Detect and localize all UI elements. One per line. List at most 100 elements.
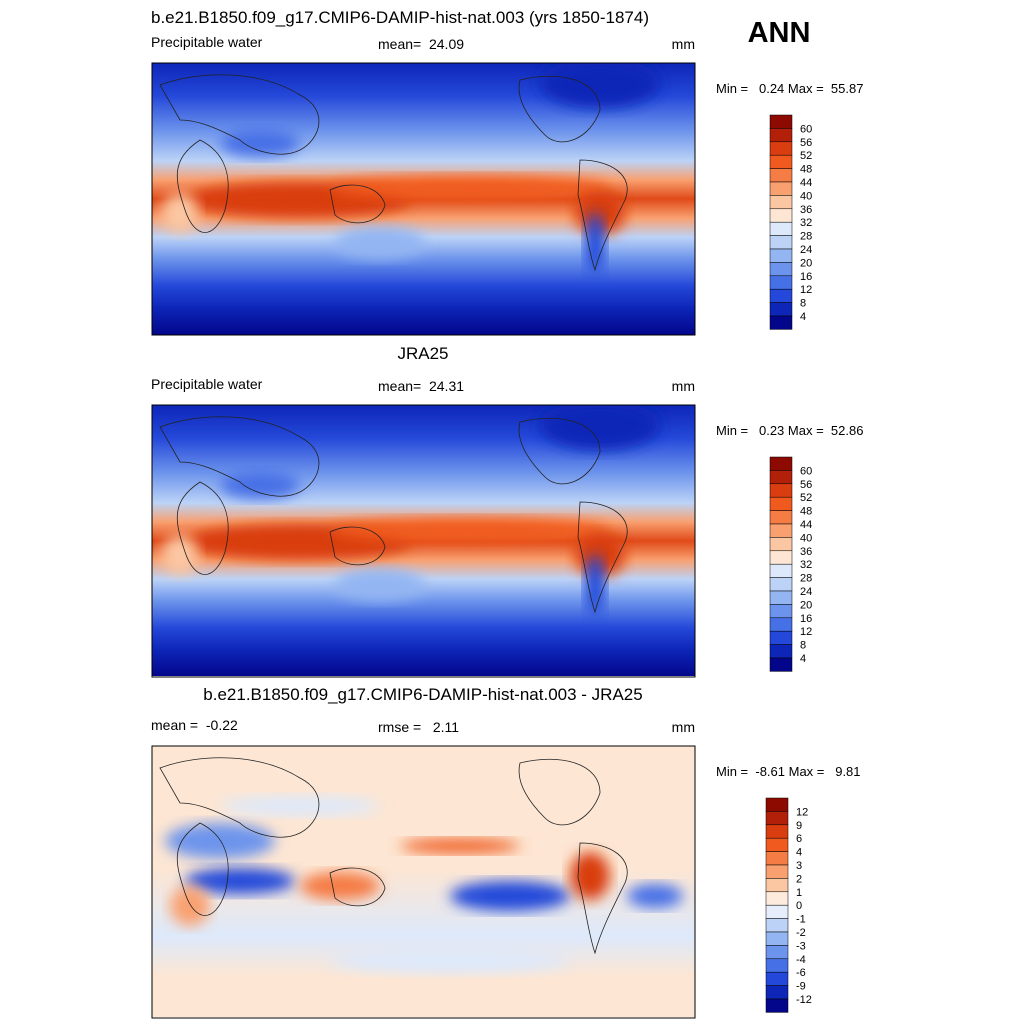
colorbar-label: 20 xyxy=(800,257,812,269)
colorbar-label: 52 xyxy=(800,150,812,162)
map-feature xyxy=(585,213,605,273)
coastline xyxy=(176,481,229,575)
coastline xyxy=(329,184,386,224)
colorbar-label: 20 xyxy=(800,599,812,611)
colorbar-box xyxy=(769,195,793,210)
map-feature xyxy=(330,949,570,973)
panel-title: b.e21.B1850.f09_g17.CMIP6-DAMIP-hist-nat… xyxy=(203,685,642,704)
map-feature xyxy=(330,176,610,200)
colorbar-box xyxy=(765,797,789,812)
map-feature xyxy=(220,129,300,157)
panel-title: b.e21.B1850.f09_g17.CMIP6-DAMIP-hist-nat… xyxy=(151,8,649,27)
colorbar-box xyxy=(769,563,793,578)
colorbar-box xyxy=(769,128,793,143)
colorbar-box xyxy=(769,208,793,223)
coastline xyxy=(176,822,229,916)
colorbar-label: 4 xyxy=(800,311,806,323)
colorbar-box xyxy=(769,577,793,592)
map-feature xyxy=(330,518,610,542)
colorbar-box xyxy=(769,550,793,565)
season-label: ANN xyxy=(748,17,811,49)
colorbar-label: 48 xyxy=(800,506,812,518)
coastline xyxy=(518,75,601,143)
colorbar-box xyxy=(769,617,793,632)
colorbar-label: 6 xyxy=(796,833,802,845)
colorbar-label: 44 xyxy=(800,519,812,531)
colorbar-box xyxy=(769,288,793,303)
map-feature xyxy=(220,796,380,816)
map-feature xyxy=(335,227,425,259)
colorbar-label: 4 xyxy=(796,847,802,859)
colorbar-box xyxy=(765,824,789,839)
colorbar-box xyxy=(769,315,793,330)
colorbar-label: -4 xyxy=(796,954,806,966)
map-feature xyxy=(570,852,610,900)
coastline xyxy=(159,74,320,155)
colorbar-label: 32 xyxy=(800,559,812,571)
colorbar-label: 0 xyxy=(796,900,802,912)
colorbar-box xyxy=(765,878,789,893)
coastline xyxy=(577,842,628,955)
colorbar-box xyxy=(769,275,793,290)
colorbar-label: 40 xyxy=(800,190,812,202)
map-feature xyxy=(627,884,683,908)
colorbar-label: 12 xyxy=(796,806,808,818)
colorbar-box xyxy=(769,630,793,645)
map-feature xyxy=(450,881,570,911)
map-frame xyxy=(151,62,696,336)
colorbar-label: 12 xyxy=(800,284,812,296)
colorbar-box xyxy=(765,837,789,852)
colorbar-label: 48 xyxy=(800,164,812,176)
colorbar-box xyxy=(769,644,793,659)
map xyxy=(152,746,695,1017)
map-feature xyxy=(585,555,605,615)
map-feature xyxy=(335,569,425,601)
colorbar-label: 40 xyxy=(800,532,812,544)
coastline xyxy=(176,139,229,233)
colorbar-box xyxy=(769,470,793,485)
min-max: Min = 0.23 Max = 52.86 xyxy=(716,423,863,438)
map-feature xyxy=(220,471,300,499)
map-frame xyxy=(151,404,696,678)
colorbar-label: -2 xyxy=(796,927,806,939)
colorbar-box xyxy=(769,221,793,236)
map xyxy=(152,63,695,335)
colorbar-label: 60 xyxy=(800,465,812,477)
colorbar-box xyxy=(765,811,789,826)
colorbar-label: 12 xyxy=(800,626,812,638)
colorbar-label: 16 xyxy=(800,613,812,625)
units-label: mm xyxy=(672,719,695,735)
colorbar-box xyxy=(765,864,789,879)
colorbar-box xyxy=(765,918,789,933)
colorbar-label: 2 xyxy=(796,873,802,885)
colorbar-box xyxy=(769,248,793,263)
colorbar-box xyxy=(769,235,793,250)
colorbar-box xyxy=(765,998,789,1013)
colorbar-label: 24 xyxy=(800,244,812,256)
colorbar-box xyxy=(769,141,793,156)
coastline xyxy=(329,867,386,907)
min-max: Min = 0.24 Max = 55.87 xyxy=(716,81,863,96)
colorbar-box xyxy=(769,456,793,471)
coastline xyxy=(159,757,320,838)
colorbar-label: 28 xyxy=(800,231,812,243)
colorbar-box xyxy=(769,496,793,511)
colorbar-label: 60 xyxy=(800,123,812,135)
colorbar-label: 28 xyxy=(800,573,812,585)
coastline xyxy=(518,758,601,826)
coastline xyxy=(329,526,386,566)
colorbar-box xyxy=(769,168,793,183)
map-frame xyxy=(151,745,696,1019)
colorbar-label: -9 xyxy=(796,981,806,993)
colorbar-box xyxy=(769,302,793,317)
colorbar-box xyxy=(765,891,789,906)
center-label: mean= 24.31 xyxy=(378,378,464,394)
center-label: mean= 24.09 xyxy=(378,36,464,52)
center-label: rmse = 2.11 xyxy=(378,719,459,735)
colorbar-label: 24 xyxy=(800,586,812,598)
colorbar-label: 4 xyxy=(800,653,806,665)
colorbar-box xyxy=(765,971,789,986)
map-feature xyxy=(170,886,210,926)
colorbar-label: 56 xyxy=(800,479,812,491)
map-feature xyxy=(165,823,275,859)
